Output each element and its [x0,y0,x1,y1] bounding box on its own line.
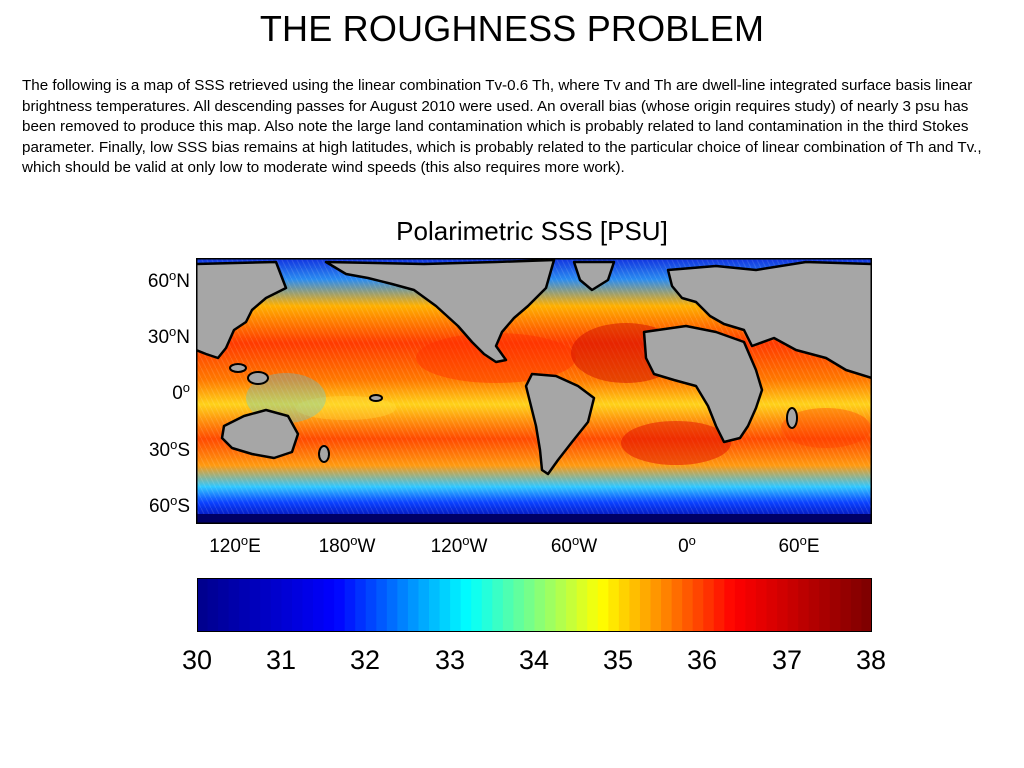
colorbar-step [597,578,609,632]
colorbar-tick-label: 38 [855,645,887,675]
colorbar-step [197,578,209,632]
colorbar-tick-label: 37 [771,645,803,675]
land-australia [220,408,300,460]
colorbar-step [460,578,472,632]
colorbar-step [777,578,789,632]
colorbar-step [228,578,240,632]
x-tick-label: 60oE [778,533,820,557]
y-tick-label: 60oS [148,493,190,517]
land-south-america [524,372,596,476]
colorbar-step [787,578,799,632]
colorbar-step [439,578,451,632]
colorbar-step [313,578,325,632]
map-title: Polarimetric SSS [PSU] [396,216,668,246]
colorbar-step [407,578,420,632]
colorbar-step [661,578,673,632]
colorbar-tick-label: 30 [181,645,213,675]
sss-map [196,258,872,524]
colorbar-step [218,578,230,632]
colorbar-step [734,578,747,632]
y-tick-label: 30oS [148,437,190,461]
colorbar-step [534,578,546,632]
colorbar-step [355,578,367,632]
colorbar-step [703,578,715,632]
description-paragraph: The following is a map of SSS retrieved … [22,77,982,176]
colorbar-step [566,578,578,632]
colorbar-step [281,578,293,632]
colorbar-step [302,578,314,632]
colorbar-tick-label: 32 [349,645,381,675]
colorbar-tick-label: 34 [518,645,550,675]
colorbar-step [450,578,462,632]
colorbar-step [798,578,810,632]
colorbar-step [291,578,304,632]
colorbar-step [386,578,398,632]
colorbar-step [397,578,409,632]
colorbar-step [249,578,261,632]
land-greenland [572,260,616,292]
colorbar-step [270,578,282,632]
land-antarctica [196,514,872,524]
colorbar-step [671,578,683,632]
land-africa [642,324,764,444]
colorbar-step [260,578,272,632]
colorbar-step [376,578,388,632]
colorbar-step [724,578,736,632]
colorbar-step [629,578,641,632]
colorbar-tick-label: 31 [265,645,297,675]
colorbar-step [555,578,567,632]
colorbar-step [755,578,768,632]
colorbar-step [639,578,652,632]
land-north-america [324,258,556,364]
colorbar-step [492,578,504,632]
land-asia-west [196,260,288,360]
colorbar-step [745,578,757,632]
colorbar-step [576,578,588,632]
colorbar-step [481,578,493,632]
y-tick-label: 60oN [147,268,190,292]
x-tick-label: 120oE [209,533,261,557]
colorbar-step [587,578,599,632]
colorbar-step [692,578,704,632]
colorbar-tick-label: 33 [434,645,466,675]
colorbar-step [344,578,356,632]
colorbar-step [334,578,346,632]
x-tick-label: 60oW [550,533,598,557]
colorbar-step [429,578,441,632]
page-title: THE ROUGHNESS PROBLEM [259,8,765,49]
colorbar-step [418,578,430,632]
y-tick-label: 0o [172,380,190,404]
colorbar-step [239,578,251,632]
colorbar-step [608,578,620,632]
colorbar-step [207,578,219,632]
colorbar-step [471,578,483,632]
colorbar-step [850,578,863,632]
colorbar-step [829,578,841,632]
colorbar-step [513,578,525,632]
colorbar-step [713,578,725,632]
colorbar-step [545,578,557,632]
land-eurasia-east [666,260,872,380]
colorbar-step [840,578,852,632]
colorbar [197,578,872,632]
colorbar-step [365,578,377,632]
colorbar-step [808,578,820,632]
y-tick-label: 30oN [147,324,190,348]
colorbar-step [650,578,662,632]
colorbar-tick-label: 35 [602,645,634,675]
colorbar-step [682,578,694,632]
colorbar-step [819,578,831,632]
colorbar-step [618,578,631,632]
colorbar-step [502,578,515,632]
colorbar-step [323,578,335,632]
x-tick-label: 0o [678,533,696,557]
colorbar-step [766,578,778,632]
x-tick-label: 120oW [430,533,488,557]
colorbar-step [523,578,536,632]
colorbar-step [861,578,872,632]
colorbar-tick-label: 36 [686,645,718,675]
x-tick-label: 180oW [318,533,376,557]
